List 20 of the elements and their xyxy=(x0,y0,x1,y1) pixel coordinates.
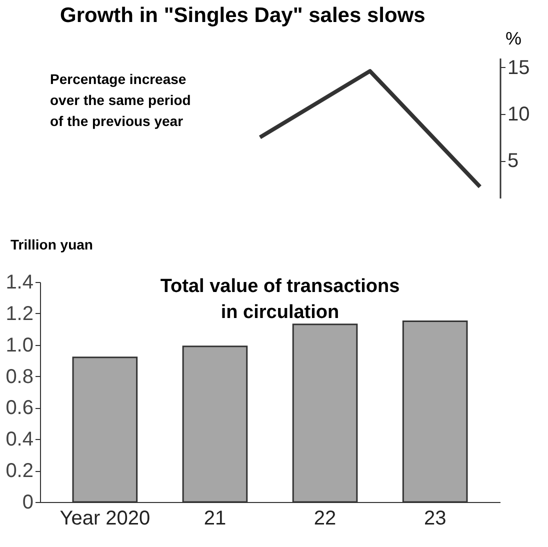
y-tick-label: 0.2 xyxy=(6,460,34,482)
y-tick-label: 10 xyxy=(508,104,530,126)
y-tick-label: 15 xyxy=(508,56,530,79)
x-tick-label: 21 xyxy=(204,508,226,530)
chart-title: Growth in "Singles Day" sales slows xyxy=(60,4,426,27)
x-tick-label: 23 xyxy=(424,508,446,530)
y-tick-label: 1.2 xyxy=(6,302,34,325)
y-tick-label: 1.0 xyxy=(6,334,34,356)
x-tick-label: Year 2020 xyxy=(60,508,150,530)
y-tick-label: 5 xyxy=(508,150,519,172)
y-tick-label: 1.4 xyxy=(6,272,34,294)
y-tick-label: 0.4 xyxy=(6,428,34,451)
y-axis-title: % xyxy=(506,28,522,48)
y-axis-title: Trillion yuan xyxy=(10,236,93,252)
text: Percentage increase over the same period of the previous year xyxy=(50,71,191,129)
x-tick-label: 22 xyxy=(314,508,336,530)
y-tick-label: 0.8 xyxy=(6,366,34,388)
y-tick-label: 0 xyxy=(22,492,34,514)
y-tick-label: 0.6 xyxy=(6,397,34,420)
chart-title: Total value of transactions in circulation xyxy=(160,276,400,323)
